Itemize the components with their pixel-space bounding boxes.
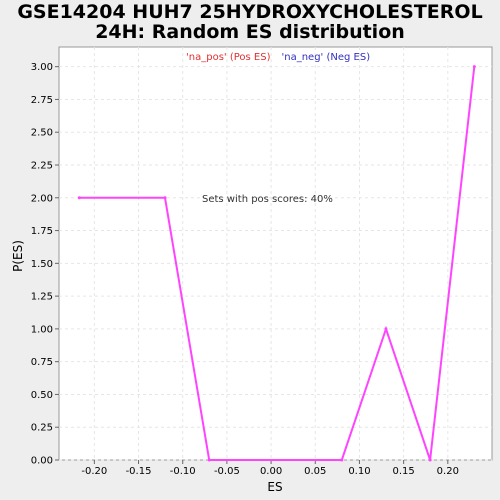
series-point xyxy=(472,65,476,69)
series-point xyxy=(77,196,81,200)
y-tick-label: 1.00 xyxy=(31,324,53,335)
y-tick-label: 2.00 xyxy=(31,193,53,204)
x-tick-label: 0.20 xyxy=(437,466,459,477)
y-tick-label: 0.00 xyxy=(31,456,53,467)
y-tick-label: 1.50 xyxy=(31,259,53,270)
series-point xyxy=(163,196,167,200)
series-point xyxy=(428,458,432,462)
y-tick-label: 2.50 xyxy=(31,128,53,139)
x-tick-label: -0.15 xyxy=(126,466,152,477)
series-point xyxy=(340,458,344,462)
legend-na-neg: 'na_neg' (Neg ES) xyxy=(282,52,371,63)
series-point xyxy=(207,458,211,462)
x-axis: -0.20 -0.15 -0.10 -0.05 0.00 0.05 0.10 0.15 0.20 xyxy=(81,460,459,477)
y-axis-title: P(ES) xyxy=(11,240,25,272)
x-tick-label: 0.10 xyxy=(348,466,370,477)
x-tick-label: 0.00 xyxy=(260,466,282,477)
y-tick-label: 0.75 xyxy=(31,357,53,368)
legend-na-pos: 'na_pos' (Pos ES) xyxy=(186,52,271,63)
x-tick-label: -0.20 xyxy=(81,466,107,477)
x-tick-label: -0.10 xyxy=(170,466,196,477)
chart-title: GSE14204 HUH7 25HYDROXYCHOLESTEROL 24H: … xyxy=(0,2,500,42)
series-layer xyxy=(77,65,476,462)
chart-title-line-1: GSE14204 HUH7 25HYDROXYCHOLESTEROL xyxy=(17,1,483,23)
chart-title-line-2: 24H: Random ES distribution xyxy=(95,21,405,43)
series-point xyxy=(384,327,388,331)
grid xyxy=(59,47,492,461)
y-tick-label: 2.25 xyxy=(31,161,53,172)
plot-area xyxy=(58,46,493,461)
x-tick-label: -0.05 xyxy=(214,466,240,477)
x-axis-title: ES xyxy=(267,480,282,494)
y-tick-label: 0.25 xyxy=(31,423,53,434)
y-tick-label: 1.75 xyxy=(31,226,53,237)
y-tick-label: 1.25 xyxy=(31,292,53,303)
x-tick-label: 0.05 xyxy=(304,466,326,477)
y-tick-label: 3.00 xyxy=(31,62,53,73)
annotation: Sets with pos scores: 40% xyxy=(202,194,333,205)
x-tick-label: 0.15 xyxy=(392,466,414,477)
y-tick-label: 0.50 xyxy=(31,390,53,401)
y-axis: 0.00 0.25 0.50 0.75 1.00 1.25 1.50 1.75 2.00 2.25… xyxy=(31,62,59,467)
y-tick-label: 2.75 xyxy=(31,95,53,106)
